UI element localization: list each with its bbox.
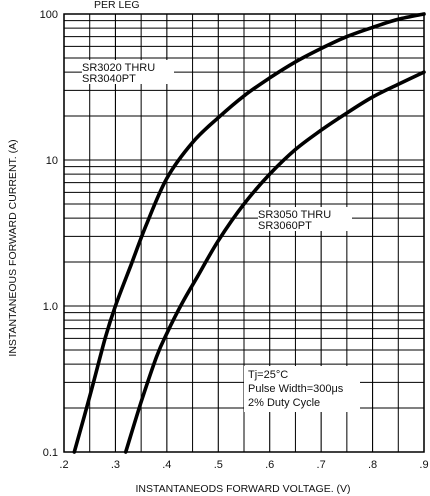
plot-frame [63, 13, 425, 453]
x-tick-label-3: .5 [214, 459, 223, 471]
y-tick-label-0: 0.1 [43, 447, 58, 459]
x-tick-label-5: .7 [317, 459, 326, 471]
series-2-label-line-2: SR3060PT [258, 220, 312, 232]
x-tick-label-6: .8 [368, 459, 377, 471]
y-axis-title: INSTANTANEOUS FORWARD CURRENT. (A) [7, 139, 19, 356]
x-tick-label-7: .9 [419, 459, 428, 471]
series-1-label-line-1: SR3020 THRU [82, 62, 155, 74]
y-tick-label-3: 100 [40, 9, 58, 21]
y-tick-label-2: 10 [46, 155, 58, 167]
series-1-label-line-2: SR3040PT [82, 73, 136, 85]
x-axis-title: INSTANTANEODS FORWARD VOLTAGE. (V) [135, 483, 350, 495]
tick-labels-layer: .2 .3 .4 .5 .6 .7 .8 .9 0.1 1.0 10 100 [40, 9, 429, 471]
x-tick-label-0: .2 [59, 459, 68, 471]
x-tick-label-1: .3 [111, 459, 120, 471]
curves-layer [72, 12, 426, 454]
series-2-label-background [258, 207, 352, 231]
series-1-curve [72, 12, 426, 454]
conditions-note-background [244, 366, 360, 412]
series-2-label-line-1: SR3050 THRU [258, 209, 331, 221]
header-fragment: PER LEG [94, 0, 140, 11]
series-1-label-background [82, 60, 174, 84]
conditions-note-pulse-width: Pulse Width=300μs [248, 383, 344, 395]
plot-grid [63, 13, 425, 453]
x-tick-label-4: .6 [265, 459, 274, 471]
conditions-note-temperature: Tj=25°C [248, 369, 288, 381]
conditions-note-duty-cycle: 2% Duty Cycle [248, 397, 320, 409]
labels-layer: SR3020 THRU SR3040PT SR3050 THRU SR3060P… [82, 60, 360, 412]
x-tick-label-2: .4 [162, 459, 171, 471]
series-2-curve [123, 70, 426, 454]
y-tick-label-1: 1.0 [43, 301, 58, 313]
